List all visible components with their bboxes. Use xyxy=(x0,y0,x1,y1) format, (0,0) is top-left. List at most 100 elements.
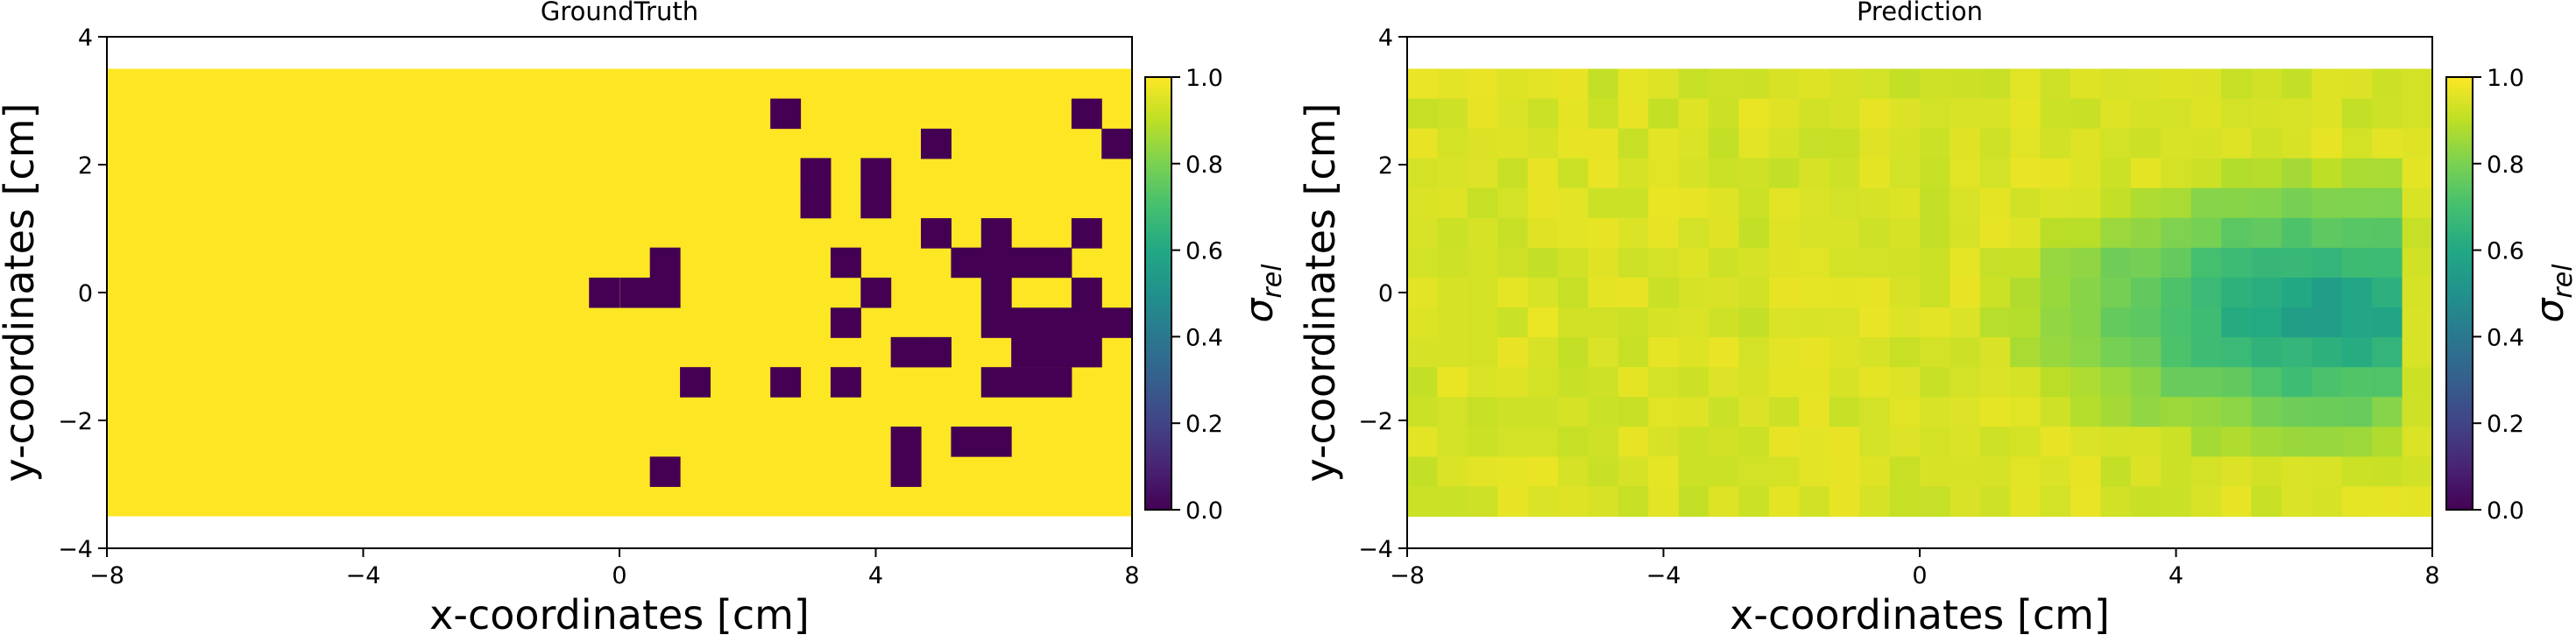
prediction-cell xyxy=(1678,397,1709,427)
prediction-cell xyxy=(2070,128,2101,159)
prediction-cell xyxy=(1407,158,1438,189)
prediction-cell xyxy=(1527,367,1559,398)
prediction-cell xyxy=(1527,427,1559,457)
prediction-cell xyxy=(1467,128,1498,159)
prediction-cell xyxy=(1497,367,1529,398)
prediction-cell xyxy=(1709,158,1740,189)
prediction-cell xyxy=(1437,277,1468,308)
prediction-cell xyxy=(1889,307,1921,338)
prediction-cell xyxy=(1920,158,1950,189)
groundtruth-cell xyxy=(890,336,922,368)
prediction-cell xyxy=(2070,277,2101,308)
prediction-cell xyxy=(1678,187,1709,219)
prediction-cell xyxy=(1467,68,1498,100)
prediction-ytick-label: 4 xyxy=(1378,25,1393,52)
prediction-cell xyxy=(1889,187,1921,219)
prediction-cell xyxy=(2130,486,2162,517)
prediction-cell xyxy=(2100,307,2132,338)
prediction-cell xyxy=(1617,187,1649,219)
prediction-cell xyxy=(1617,128,1649,159)
prediction-cell xyxy=(2221,68,2253,100)
prediction-cell xyxy=(2251,98,2282,130)
prediction-cell xyxy=(2281,217,2312,249)
prediction-cell xyxy=(2221,187,2253,219)
prediction-cell xyxy=(1527,337,1559,368)
prediction-cell xyxy=(2190,397,2222,427)
prediction-cell xyxy=(1678,456,1709,487)
prediction-cell xyxy=(2130,397,2162,427)
prediction-cell xyxy=(1768,98,1800,130)
prediction-cell xyxy=(1678,337,1709,368)
prediction-cell xyxy=(2402,486,2433,517)
prediction-cell xyxy=(2341,277,2373,308)
groundtruth-colorbar-tick-label: 0.2 xyxy=(1185,411,1223,438)
prediction-cell xyxy=(1648,68,1680,100)
prediction-cell xyxy=(1829,128,1860,159)
prediction-cell xyxy=(1859,158,1891,189)
prediction-colorbar-tick-label: 0.8 xyxy=(2487,152,2524,179)
groundtruth-cell xyxy=(800,187,832,219)
prediction-cell xyxy=(1648,486,1680,517)
prediction-cell xyxy=(1889,337,1921,368)
groundtruth-cell xyxy=(890,456,922,487)
prediction-cell xyxy=(1407,187,1438,219)
prediction-cell xyxy=(1617,367,1649,398)
prediction-cell xyxy=(1558,158,1589,189)
prediction-cell xyxy=(1768,397,1800,427)
prediction-cell xyxy=(1709,187,1740,219)
groundtruth-colorbar-tick-label: 0.8 xyxy=(1185,152,1223,179)
prediction-cell xyxy=(2070,486,2101,517)
groundtruth-cell xyxy=(589,277,620,308)
prediction-cell xyxy=(1829,427,1860,457)
prediction-cell xyxy=(2372,456,2403,487)
prediction-cell xyxy=(2040,367,2071,398)
prediction-cell xyxy=(1979,456,2011,487)
prediction-cell xyxy=(1467,307,1498,338)
prediction-cell xyxy=(1648,217,1680,249)
prediction-colorbar-ticks: 0.0 0.2 0.4 0.6 0.8 1.0 xyxy=(2473,65,2524,525)
groundtruth-ylabel: y-coordinates [cm] xyxy=(0,103,43,483)
groundtruth-cell xyxy=(1101,307,1133,338)
prediction-cell xyxy=(1889,427,1921,457)
prediction-cell xyxy=(2190,187,2222,219)
prediction-cell xyxy=(1678,427,1709,457)
prediction-cell xyxy=(1859,367,1891,398)
prediction-cell xyxy=(1558,277,1589,308)
prediction-cell xyxy=(1527,68,1559,100)
prediction-cell xyxy=(1648,128,1680,159)
groundtruth-cell xyxy=(1041,307,1072,338)
groundtruth-cell xyxy=(1011,367,1043,398)
prediction-cell xyxy=(2010,427,2042,457)
prediction-cell xyxy=(2311,277,2343,308)
prediction-ytick-label: −4 xyxy=(1358,536,1393,563)
groundtruth-colorbar-ticks: 0.0 0.2 0.4 0.6 0.8 1.0 xyxy=(1171,65,1223,525)
prediction-cell xyxy=(1859,486,1891,517)
prediction-cell xyxy=(2372,307,2403,338)
prediction-cell xyxy=(2190,456,2222,487)
prediction-cell xyxy=(2040,187,2071,219)
prediction-cell xyxy=(2221,307,2253,338)
prediction-cell xyxy=(2070,427,2101,457)
prediction-cell xyxy=(1558,128,1589,159)
prediction-cell xyxy=(2130,307,2162,338)
prediction-cell xyxy=(1558,337,1589,368)
prediction-cell xyxy=(2221,486,2253,517)
prediction-cell xyxy=(1709,128,1740,159)
prediction-cell xyxy=(2251,456,2282,487)
prediction-cell xyxy=(1979,427,2011,457)
prediction-cell xyxy=(1768,68,1800,100)
prediction-cell xyxy=(2130,128,2162,159)
prediction-cell xyxy=(1859,187,1891,219)
prediction-cell xyxy=(1920,247,1950,279)
prediction-cell xyxy=(1829,397,1860,427)
prediction-cell xyxy=(1497,427,1529,457)
prediction-cell xyxy=(2311,68,2343,100)
groundtruth-ytick-label: 0 xyxy=(78,280,93,307)
prediction-cell xyxy=(1889,98,1921,130)
prediction-cell xyxy=(2100,367,2132,398)
prediction-cell xyxy=(2341,397,2373,427)
groundtruth-colorbar-tick-label: 1.0 xyxy=(1185,65,1223,92)
groundtruth-colorbar-label: σrel xyxy=(1237,264,1288,323)
prediction-cell xyxy=(2070,217,2101,249)
